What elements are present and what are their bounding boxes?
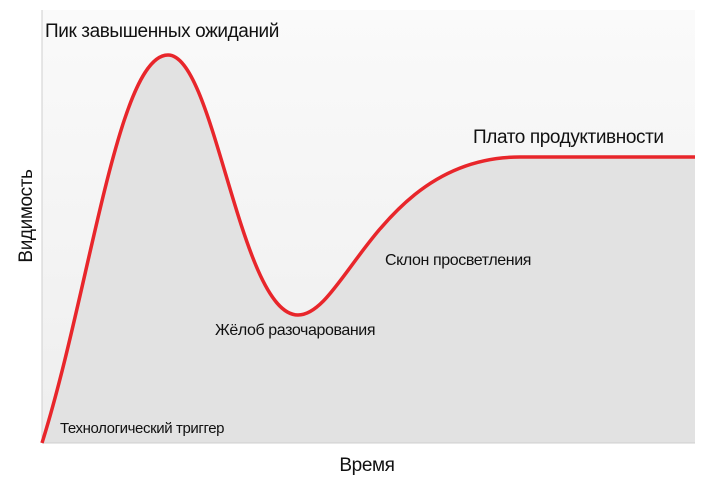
hype-curve [40,53,695,444]
phase-label: Склон просветления [385,252,531,269]
phase-label: Пик завышенных ожиданий [45,21,279,42]
area-under-curve [42,55,695,443]
phase-label: Жёлоб разочарования [215,322,375,339]
y-axis-label: Видимость [16,169,37,263]
phase-label: Плато продуктивности [473,127,664,148]
x-axis-label: Время [339,455,394,476]
phase-label: Технологический триггер [60,420,224,437]
